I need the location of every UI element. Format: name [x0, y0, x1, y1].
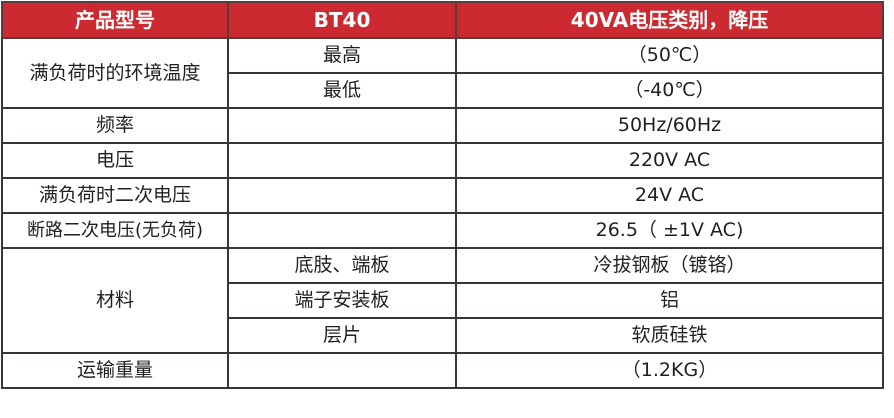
temp-min-value: （-40℃）: [455, 72, 884, 109]
table-row: 层片 软质硅铁: [2, 317, 884, 354]
table-row: 运输重量 （1.2KG）: [1, 352, 884, 389]
material-value: 冷拔钢板（镀铬）: [455, 247, 884, 284]
weight-value: （1.2KG）: [455, 352, 884, 389]
header-row: 产品型号 BT40 40VA电压类别，降压: [1, 1, 884, 39]
header-model-value: BT40: [227, 1, 457, 39]
temp-min-label: 最低: [227, 72, 457, 109]
table-row: 最低 （-40℃）: [2, 72, 884, 109]
table-row: 端子安装板 铝: [2, 282, 884, 319]
material-label: 材料: [1, 247, 229, 354]
material-part: 层片: [227, 317, 457, 354]
header-category: 40VA电压类别，降压: [455, 1, 884, 39]
table-row: 断路二次电压(无负荷) 26.5（ ±1V AC): [1, 212, 884, 249]
freq-value: 50Hz/60Hz: [455, 107, 884, 144]
secondary-full-value: 24V AC: [455, 177, 884, 214]
header-model-label: 产品型号: [1, 1, 229, 39]
spec-table: 产品型号 BT40 40VA电压类别，降压 满负荷时的环境温度 最高 （50℃）…: [1, 1, 884, 389]
table-row: 电压 220V AC: [1, 142, 884, 179]
freq-label: 频率: [1, 107, 229, 144]
material-part: 底肢、端板: [227, 247, 457, 284]
empty-cell: [227, 142, 457, 179]
temp-max-label: 最高: [227, 37, 457, 74]
secondary-open-label: 断路二次电压(无负荷): [1, 212, 229, 249]
empty-cell: [227, 212, 457, 249]
empty-cell: [227, 352, 457, 389]
voltage-label: 电压: [1, 142, 229, 179]
secondary-full-label: 满负荷时二次电压: [1, 177, 229, 214]
empty-cell: [227, 107, 457, 144]
table-row: 满负荷时二次电压 24V AC: [1, 177, 884, 214]
table-row: 频率 50Hz/60Hz: [1, 107, 884, 144]
secondary-open-value: 26.5（ ±1V AC): [455, 212, 884, 249]
temp-label: 满负荷时的环境温度: [1, 37, 229, 109]
voltage-value: 220V AC: [455, 142, 884, 179]
temp-max-value: （50℃）: [455, 37, 884, 74]
material-value: 铝: [455, 282, 884, 319]
material-value: 软质硅铁: [455, 317, 884, 354]
weight-label: 运输重量: [1, 352, 229, 389]
material-part: 端子安装板: [227, 282, 457, 319]
table-row: 满负荷时的环境温度 最高 （50℃）: [1, 37, 884, 109]
table-row: 材料 底肢、端板 冷拔钢板（镀铬）: [1, 247, 884, 354]
empty-cell: [227, 177, 457, 214]
